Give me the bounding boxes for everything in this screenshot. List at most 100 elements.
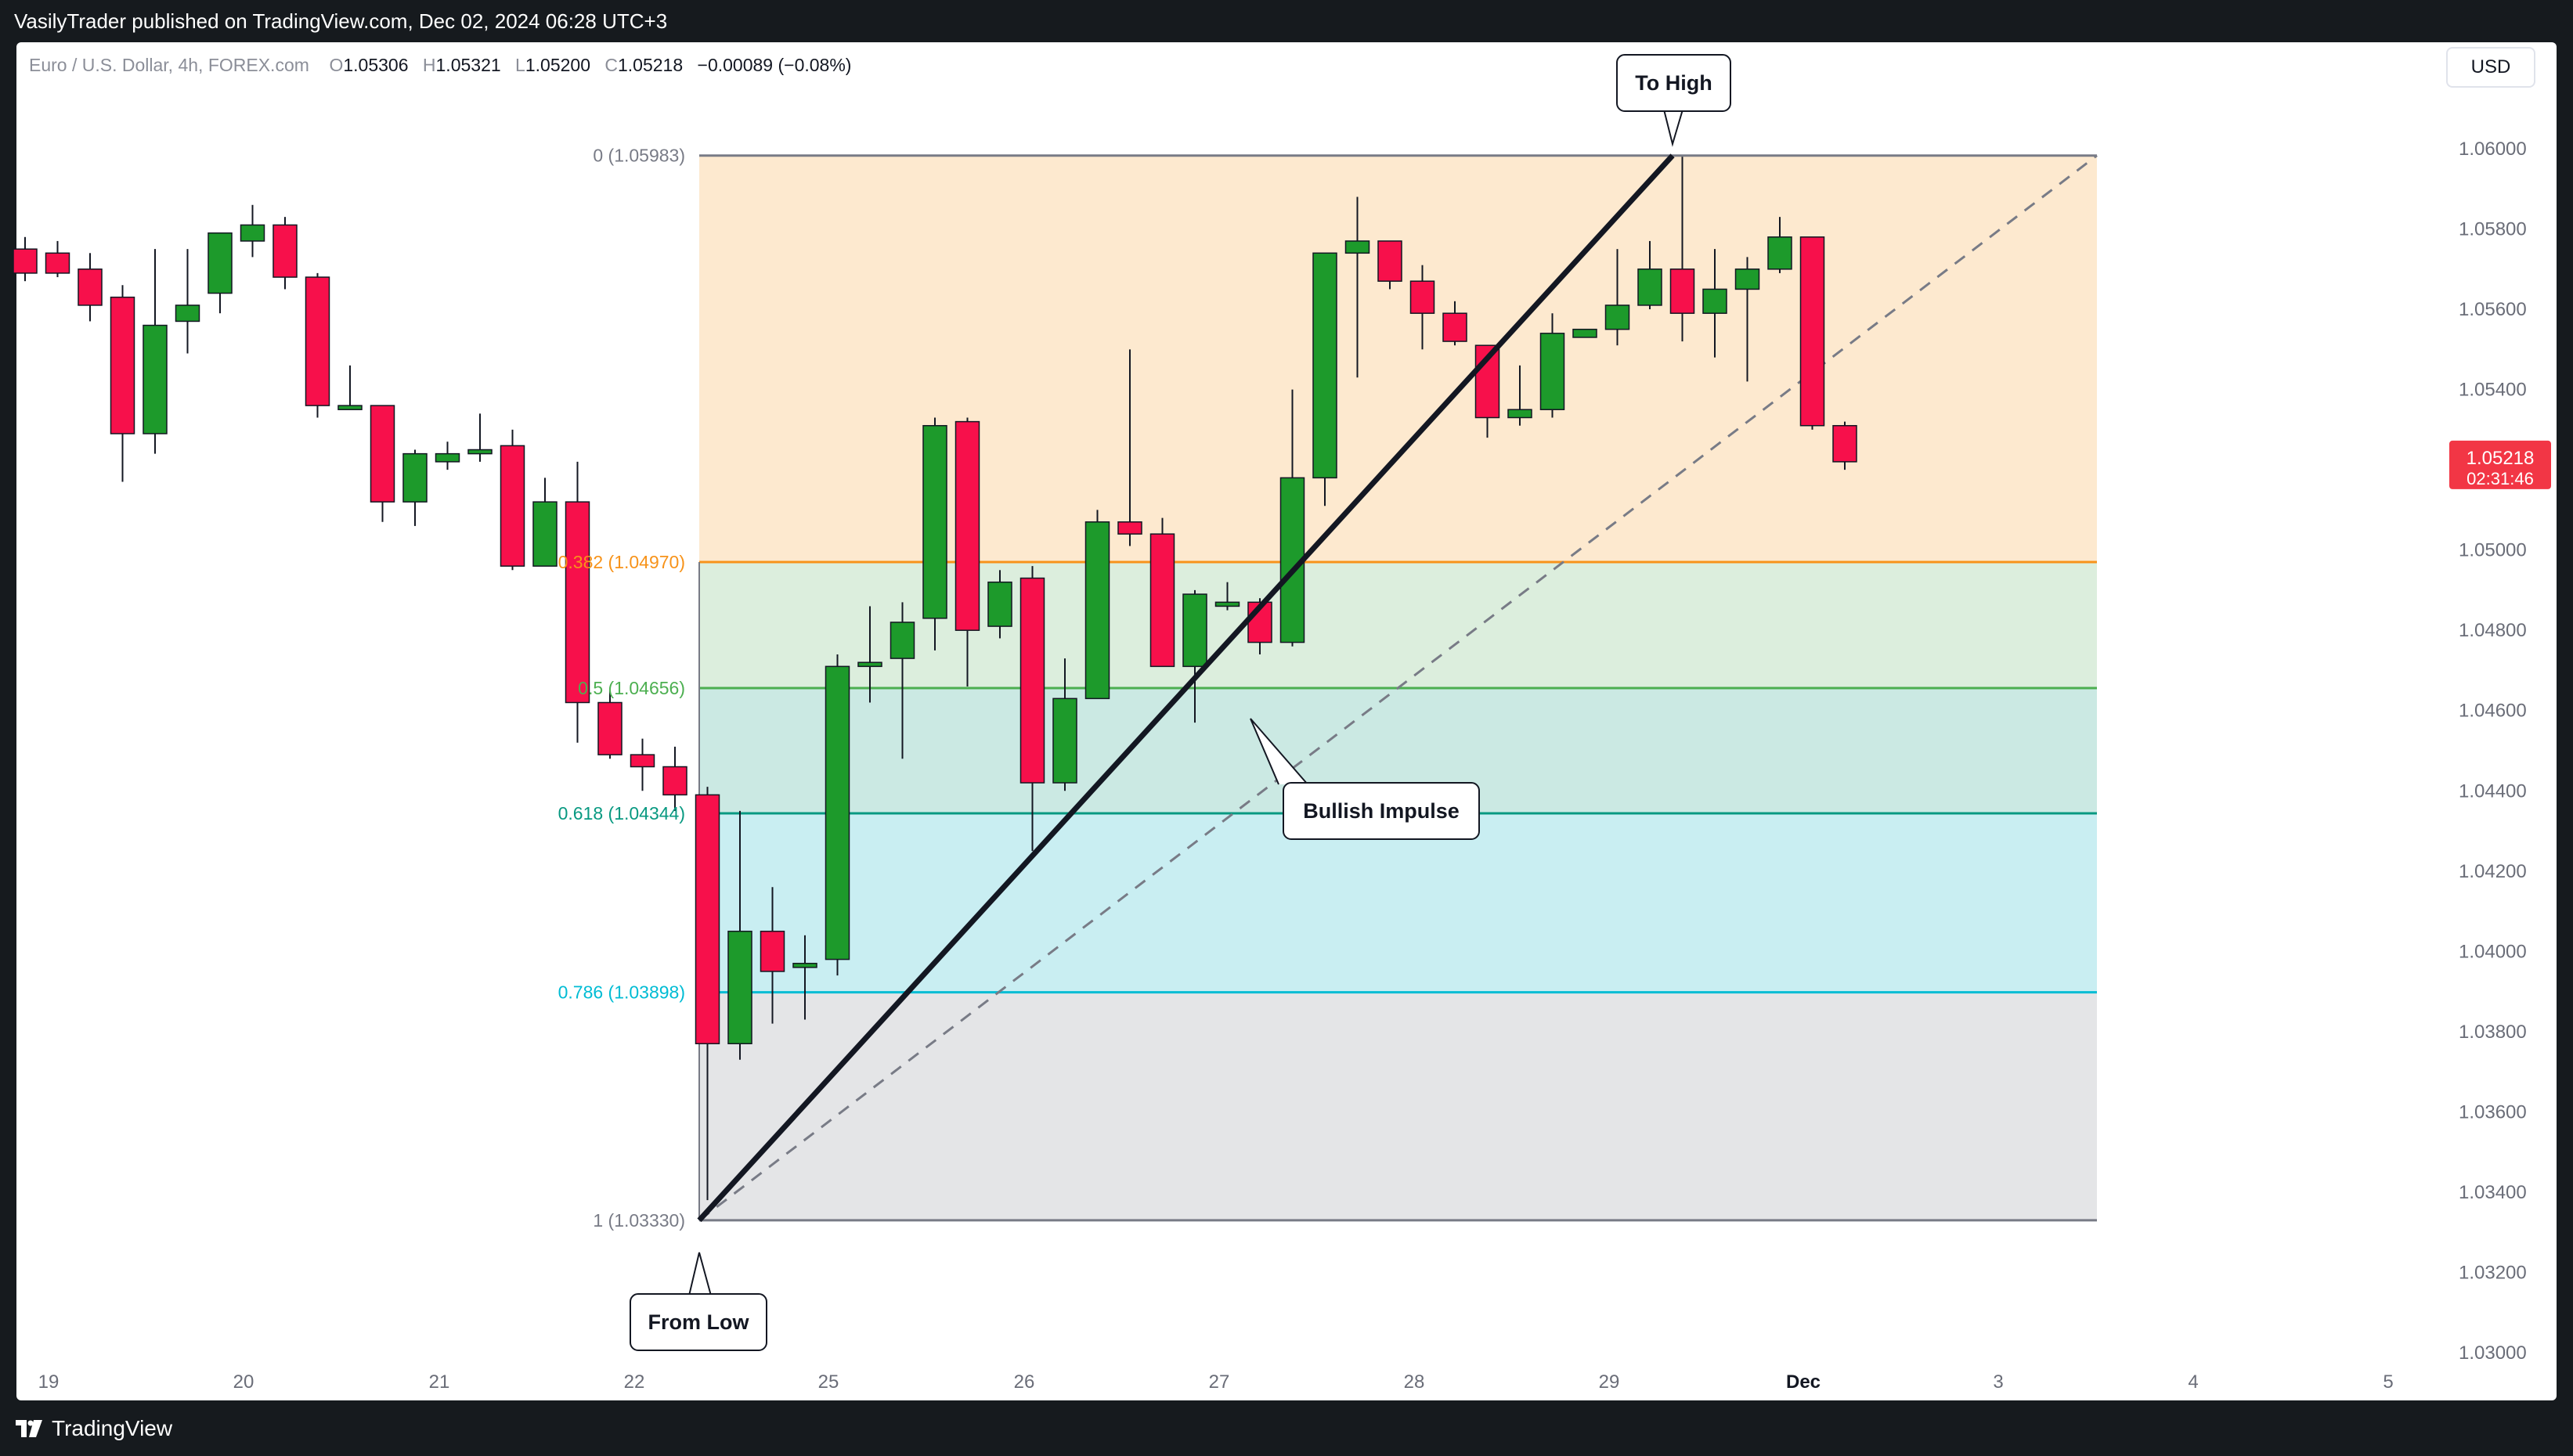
- candle-down: [1019, 566, 1045, 852]
- fib-label-0.618: 0.618 (1.04344): [558, 803, 685, 824]
- candle-body: [467, 449, 493, 455]
- currency-label: USD: [2470, 56, 2511, 77]
- candle-body: [1409, 280, 1435, 314]
- candle-up: [922, 417, 947, 651]
- candle-body: [695, 794, 720, 1044]
- dashed-diagonal: [698, 154, 2098, 1222]
- currency-button[interactable]: USD: [2446, 47, 2535, 88]
- callout-box: [1616, 54, 1731, 112]
- high-value: 1.05321: [435, 55, 501, 75]
- candle-body: [45, 252, 70, 274]
- callout-text: From Low: [648, 1310, 750, 1334]
- candle-body: [1702, 288, 1727, 314]
- price-tag-countdown: 02:31:46: [2467, 469, 2534, 488]
- candle-body: [272, 224, 298, 278]
- callout-box: [630, 1293, 767, 1351]
- candle-up: [240, 204, 265, 258]
- candle-up: [857, 606, 882, 703]
- candle-body: [13, 248, 38, 274]
- high-label: H: [422, 55, 436, 75]
- candle-body: [1052, 697, 1077, 784]
- candle-up: [337, 365, 363, 410]
- candle-body: [727, 930, 752, 1044]
- y-tick-label: 1.05400: [2459, 380, 2527, 401]
- dashed-trendline: [698, 154, 2098, 1222]
- candle-down: [305, 272, 330, 418]
- candle-up: [1767, 217, 1792, 273]
- fib-label-0.5: 0.5 (1.04656): [578, 678, 685, 698]
- to-high-callout: To High: [1616, 54, 1731, 147]
- y-tick-label: 1.05000: [2459, 540, 2527, 561]
- bullish-impulse-callout: Bullish Impulse: [1250, 718, 1480, 840]
- x-tick-label: 28: [1404, 1371, 1425, 1393]
- candle-up: [175, 249, 200, 354]
- y-tick-label: 1.04000: [2459, 941, 2527, 962]
- y-tick-label: 1.03600: [2459, 1101, 2527, 1123]
- x-tick-label: 22: [624, 1371, 645, 1393]
- footer-brand[interactable]: TradingView: [52, 1415, 173, 1440]
- candle-up: [890, 602, 915, 759]
- candle-body: [208, 232, 233, 294]
- candle-body: [662, 766, 687, 796]
- publisher-text: VasilyTrader published on TradingView.co…: [14, 9, 668, 33]
- candle-up: [1344, 196, 1370, 378]
- candle-down: [78, 253, 103, 322]
- x-tick-label: Dec: [1786, 1371, 1821, 1393]
- candle-body: [987, 581, 1012, 627]
- candle-down: [13, 236, 38, 282]
- candle-body: [1799, 236, 1825, 427]
- callout-pointer: [688, 1252, 712, 1296]
- candle-up: [727, 810, 752, 1060]
- candle-up: [792, 935, 817, 1020]
- low-label: L: [515, 55, 525, 75]
- tradingview-logo-icon[interactable]: [16, 1419, 42, 1437]
- callout-pointer: [1663, 109, 1683, 147]
- candle-down: [110, 285, 135, 482]
- publisher-bar: VasilyTrader published on TradingView.co…: [0, 0, 2573, 42]
- price-axis: 1.060001.058001.056001.054001.052001.050…: [2459, 139, 2527, 1364]
- fib-zone-0: [699, 155, 2097, 563]
- candle-body: [1344, 240, 1370, 254]
- candle-down: [597, 690, 622, 759]
- y-tick-label: 1.05800: [2459, 219, 2527, 240]
- fib-label-0.786: 0.786 (1.03898): [558, 982, 685, 1003]
- x-tick-label: 25: [818, 1371, 839, 1393]
- y-tick-label: 1.03800: [2459, 1022, 2527, 1043]
- candle-up: [1312, 252, 1337, 506]
- candle-body: [825, 665, 850, 960]
- x-tick-label: 26: [1014, 1371, 1035, 1393]
- candle-up: [825, 654, 850, 976]
- close-label: C: [604, 55, 618, 75]
- x-tick-label: 5: [2383, 1371, 2393, 1393]
- y-tick-label: 1.04600: [2459, 701, 2527, 722]
- candle-down: [630, 738, 655, 791]
- candle-down: [1409, 265, 1435, 350]
- candle-down: [662, 746, 687, 811]
- candle-up: [1702, 249, 1727, 358]
- candle-body: [370, 405, 395, 503]
- fib-zone-0.786: [699, 992, 2097, 1220]
- candle-body: [1117, 521, 1142, 535]
- candle-down: [955, 417, 980, 687]
- candle-up: [1637, 240, 1662, 310]
- candle-up: [1052, 658, 1077, 791]
- candle-up: [1084, 510, 1110, 700]
- symbol-name[interactable]: Euro / U.S. Dollar, 4h, FOREX.com: [29, 55, 309, 75]
- callout-pointer: [1250, 718, 1308, 785]
- candle-down: [370, 405, 395, 522]
- candle-body: [500, 445, 525, 567]
- candle-body: [1767, 236, 1792, 270]
- y-tick-label: 1.04800: [2459, 620, 2527, 641]
- candle-body: [175, 305, 200, 323]
- candle-down: [1832, 421, 1857, 470]
- candle-body: [532, 501, 558, 567]
- candle-body: [1377, 240, 1402, 282]
- callouts: To High From Low Bullish Impulse: [630, 54, 1731, 1351]
- candle-body: [1312, 252, 1337, 479]
- y-tick-label: 1.05600: [2459, 299, 2527, 320]
- open-value: 1.05306: [343, 55, 409, 75]
- fib-label-0.382: 0.382 (1.04970): [558, 552, 685, 572]
- impulse-line: [697, 153, 1675, 1223]
- x-tick-label: 21: [429, 1371, 450, 1393]
